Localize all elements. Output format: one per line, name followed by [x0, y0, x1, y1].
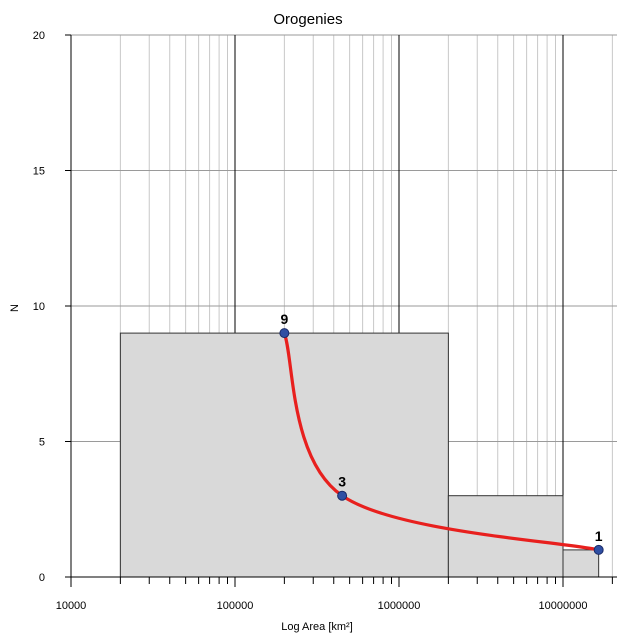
- x-tick-label: 1000000: [378, 600, 421, 612]
- data-point: [593, 544, 604, 555]
- y-tick-label: 0: [39, 572, 45, 584]
- data-point: [279, 328, 290, 339]
- data-point: [337, 490, 348, 501]
- y-axis-label: N: [9, 304, 21, 312]
- curve-layer: [282, 331, 601, 552]
- axis-layer: 0 5 10 15 20 10000 100000 1000000 10000000: [33, 30, 617, 612]
- fit-curve: [282, 331, 601, 552]
- chart-title: Orogenies: [273, 11, 342, 28]
- data-label: 1: [595, 528, 603, 544]
- x-axis-label: Log Area [km²]: [281, 621, 353, 633]
- y-tick-label: 15: [33, 166, 45, 178]
- y-tick-label: 5: [39, 437, 45, 449]
- histogram-bar: [562, 549, 600, 578]
- x-tick-label: 10000: [56, 600, 87, 612]
- histogram-bar: [119, 332, 449, 578]
- point-layer: 9 3 1: [279, 311, 604, 555]
- y-tick-label: 20: [33, 30, 45, 42]
- y-tick-label: 10: [33, 301, 45, 313]
- data-label: 3: [338, 474, 346, 490]
- x-tick-label: 10000000: [539, 600, 588, 612]
- x-tick-label: 100000: [217, 600, 254, 612]
- data-label: 9: [280, 311, 288, 327]
